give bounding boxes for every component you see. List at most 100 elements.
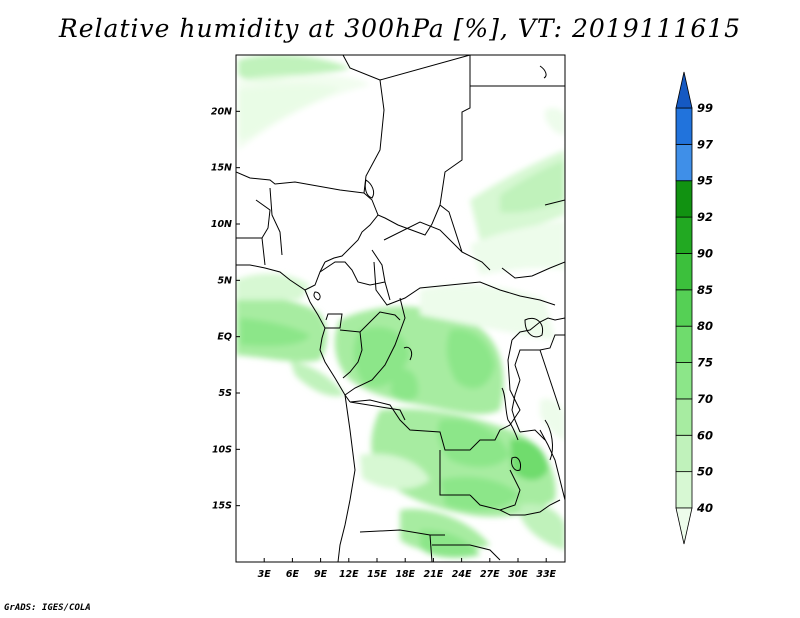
lon-label: 3E [258,569,272,580]
border-line [439,450,470,496]
border-line [519,429,546,441]
humidity-area [470,220,565,275]
lon-label: 24E [452,569,472,580]
humidity-area [440,476,520,511]
lake [511,456,521,471]
colorbar-segment [675,325,693,363]
grads-credit: GrADS: IGES/COLA [4,603,91,613]
humidity-area [446,329,495,389]
lat-label: 20N [211,106,232,117]
humidity-area [236,273,310,300]
colorbar-segment [675,471,693,509]
border-line [236,237,266,266]
border-line [236,171,365,194]
lat-label: EQ [217,332,232,343]
colorbar-high-arrow [675,71,693,109]
humidity-area [540,398,565,440]
coastline [319,261,386,286]
colorbar-segment [675,143,693,182]
lake [364,179,375,199]
colorbar-label: 92 [697,210,713,224]
humidity-area [290,360,345,397]
latitude-labels: 20N 15N 10N 5N EQ 5S 10S 15S [211,106,240,512]
colorbar-label: 60 [697,428,713,442]
lat-label: 5S [219,388,233,399]
border-line [507,339,521,426]
border-line [342,55,385,194]
lon-label: 33E [536,569,556,580]
humidity-area [420,284,555,340]
lon-label: 12E [339,569,359,580]
humidity-area [390,368,419,402]
border-line [429,534,433,562]
colorbar-segment [675,216,693,254]
lat-label: 10S [212,444,232,455]
border-line [501,261,565,279]
border-line [339,311,401,333]
border-line [544,199,565,206]
border-line [379,55,471,81]
lake [501,387,519,441]
colorbar-segment [675,289,693,327]
colorbar-segment [675,362,693,400]
lat-label: 15N [211,163,232,174]
colorbar-label: 97 [697,137,713,151]
coastline [304,289,351,403]
map-frame [235,54,566,563]
border-line [269,187,283,256]
border-line [469,469,521,511]
border-line [539,349,561,411]
colorbar-label: 95 [697,174,713,188]
colorbar-label: 50 [697,465,713,479]
border-line [359,529,445,536]
border-line [349,401,406,421]
border-line [255,199,271,239]
colorbar-segment [675,107,693,145]
colorbar-label: 90 [697,246,713,260]
colorbar-label: 40 [696,501,713,515]
border-line [499,499,561,516]
lat-label: 15S [212,501,232,512]
lon-label: 27E [480,569,500,580]
lake [539,65,547,79]
border-line [373,261,556,306]
border-line [344,297,406,396]
lake [313,291,321,301]
humidity-area [500,160,565,213]
border-line [383,221,463,253]
colorbar-label: 75 [697,356,713,370]
border-line [539,429,565,501]
border-line [511,379,521,433]
lake [544,419,553,461]
lon-label: 18E [395,569,415,580]
coastline [325,313,343,329]
border-line [349,399,511,451]
colorbar-label: 70 [697,392,713,406]
colorbar-segment [675,398,693,436]
lake [524,317,544,338]
border-line [377,204,441,236]
colorbar-label: 99 [697,101,713,115]
border-line [432,544,501,561]
humidity-area [238,74,370,150]
humidity-area [360,453,430,490]
lat-label: 5N [217,275,232,286]
colorbar-label: 85 [697,283,713,297]
humidity-area [437,419,510,467]
border-line [337,394,356,562]
colorbar-label: 80 [697,319,713,333]
colorbar-segment [675,253,693,291]
border-line [371,249,391,301]
colorbar-low-arrow [675,507,693,545]
humidity-shading [236,55,565,558]
humidity-area [420,529,480,558]
lat-label: 10N [211,219,232,230]
colorbar-segment [675,180,693,218]
border-line [342,331,363,379]
colorbar-segment [675,434,693,473]
border-line [324,192,379,263]
lon-label: 21E [424,569,444,580]
humidity-area [238,55,350,83]
lon-label: 6E [286,569,300,580]
